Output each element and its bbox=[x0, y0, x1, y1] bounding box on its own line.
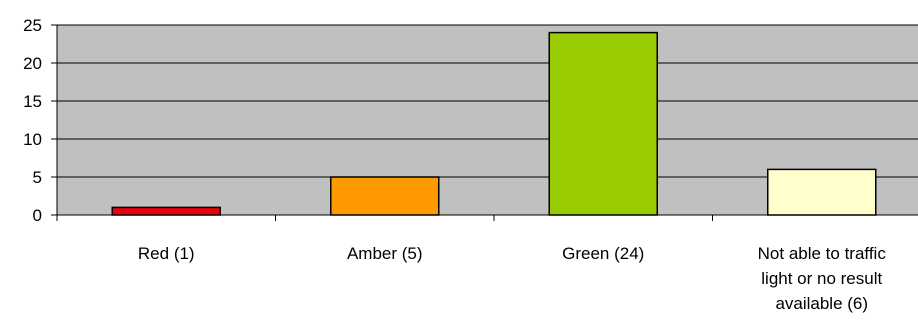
category-label: Not able to traffic bbox=[758, 244, 887, 263]
category-label: light or no result bbox=[761, 269, 882, 288]
y-tick-label: 20 bbox=[23, 54, 42, 73]
bar bbox=[330, 176, 440, 216]
category-labels: Red (1) Amber (5) Green (24) Not able to tr… bbox=[138, 244, 886, 313]
y-tick-labels: 0 5 10 15 20 25 bbox=[23, 16, 42, 225]
bar bbox=[548, 31, 658, 216]
y-tick-label: 5 bbox=[33, 168, 42, 187]
y-tick-label: 10 bbox=[23, 130, 42, 149]
y-tick-label: 25 bbox=[23, 16, 42, 35]
category-label: Amber (5) bbox=[347, 244, 423, 263]
category-label: available (6) bbox=[775, 294, 868, 313]
bar bbox=[767, 168, 877, 216]
category-label: Green (24) bbox=[562, 244, 644, 263]
category-label: Red (1) bbox=[138, 244, 195, 263]
axes bbox=[51, 24, 918, 221]
bars bbox=[111, 31, 877, 216]
bar bbox=[111, 206, 221, 216]
y-tick-label: 15 bbox=[23, 92, 42, 111]
y-tick-label: 0 bbox=[33, 206, 42, 225]
